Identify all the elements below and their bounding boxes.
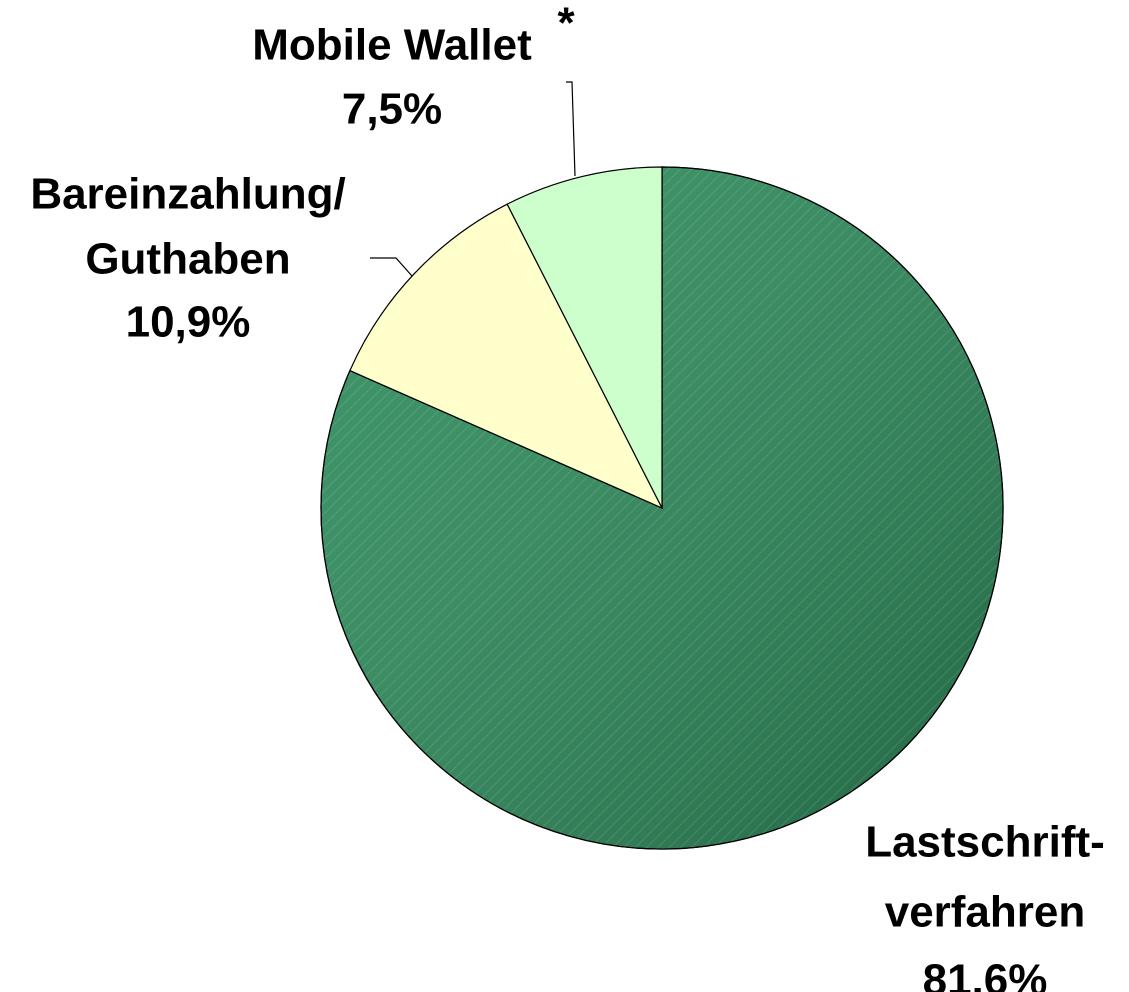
slice-label: verfahren	[885, 888, 1086, 937]
leader-line	[566, 81, 576, 177]
leader-line	[370, 257, 413, 277]
slice-label: Guthaben	[85, 235, 290, 284]
slice-label: Mobile Wallet	[252, 21, 532, 70]
slice-label: Bareinzahlung/	[30, 170, 345, 219]
pie-slice	[506, 166, 663, 509]
value-label: 10,9%	[126, 298, 251, 347]
value-label: 81,6%	[923, 956, 1048, 992]
annotation: *	[557, 0, 575, 48]
slice-label: Lastschrift-	[865, 818, 1105, 867]
value-label: 7,5%	[342, 85, 442, 134]
pie-slice	[349, 203, 664, 510]
